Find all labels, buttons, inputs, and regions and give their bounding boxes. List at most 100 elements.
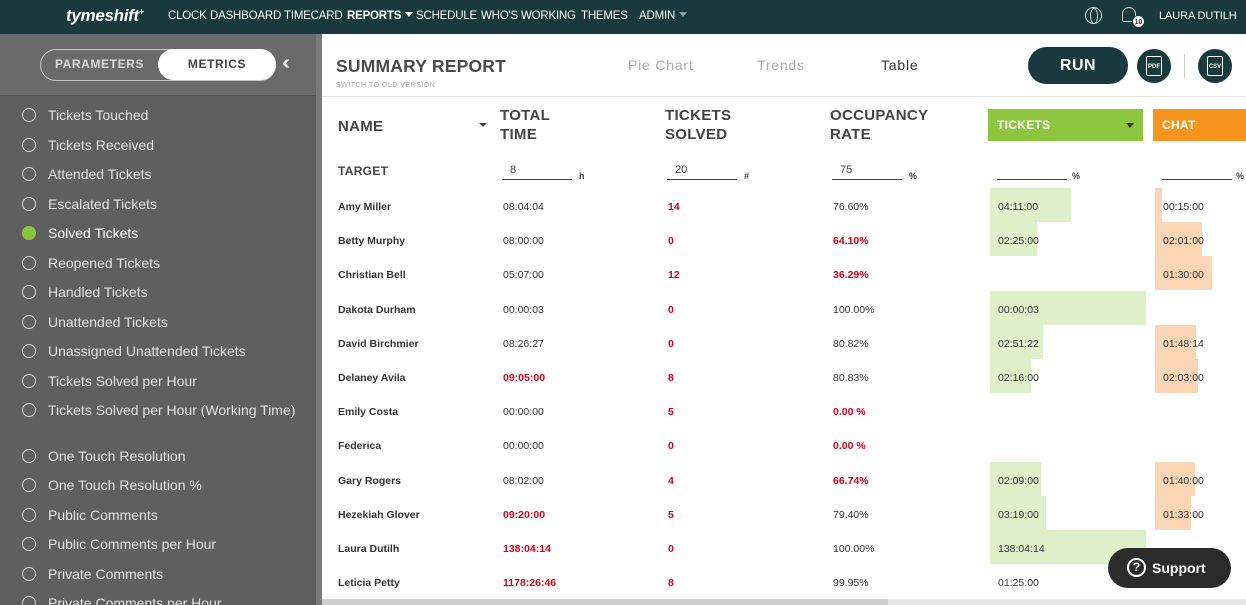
chat-time-value: 02:01:00	[1163, 235, 1204, 247]
top-nav: tymeshift+ CLOCK DASHBOARD TIMECARD REPO…	[0, 0, 1246, 34]
radio-icon[interactable]	[22, 537, 36, 551]
chevron-down-icon	[1126, 123, 1134, 128]
tickets-solved-value: 5	[668, 509, 674, 521]
radio-icon[interactable]	[22, 596, 36, 605]
nav-clock[interactable]: CLOCK	[168, 10, 207, 22]
tickets-solved-value: 0	[668, 235, 674, 247]
column-header-total-time[interactable]: TOTAL TIME	[500, 107, 551, 143]
collapse-sidebar-icon[interactable]: ‹‹‹	[282, 52, 290, 74]
occupancy-value: 64.10%	[833, 235, 869, 247]
radio-icon[interactable]	[22, 256, 36, 270]
metric-label: One Touch Resolution %	[48, 477, 202, 493]
chat-time-bar	[1155, 188, 1162, 222]
radio-icon[interactable]	[22, 108, 36, 122]
tab-metrics[interactable]: METRICS	[158, 49, 276, 80]
tickets-channel-dropdown[interactable]: TICKETS	[988, 109, 1143, 141]
tickets-time-value: 02:09:00	[998, 475, 1039, 487]
column-header-tickets-solved[interactable]: TICKETS SOLVED	[665, 107, 732, 143]
tickets-time-bar	[990, 325, 1043, 359]
globe-icon[interactable]	[1085, 7, 1102, 24]
divider	[1184, 54, 1185, 78]
tickets-time-bar	[990, 496, 1046, 530]
nav-admin[interactable]: ADMIN	[639, 10, 688, 22]
nav-schedule[interactable]: SCHEDULE	[416, 10, 478, 22]
metric-label: Private Comments per Hour	[48, 595, 222, 605]
chevron-down-icon	[405, 12, 414, 17]
radio-icon[interactable]	[22, 508, 36, 522]
target-unit: %	[1236, 171, 1245, 181]
radio-icon[interactable]	[22, 285, 36, 299]
target-chat-channel-input[interactable]	[1162, 164, 1232, 180]
column-header-occupancy-rate[interactable]: OCCUPANCY RATE	[830, 107, 929, 143]
radio-icon[interactable]	[22, 315, 36, 329]
radio-icon[interactable]	[22, 567, 36, 581]
radio-icon[interactable]	[22, 374, 36, 388]
chat-time-value: 00:15:00	[1163, 201, 1204, 213]
agent-name: Delaney Avila	[338, 372, 406, 384]
metric-label: Public Comments	[48, 507, 158, 523]
tab-parameters[interactable]: PARAMETERS	[54, 57, 145, 71]
chat-time-bar	[1155, 256, 1212, 290]
run-button[interactable]: RUN	[1028, 47, 1128, 84]
chat-channel-dropdown[interactable]: CHAT	[1153, 109, 1246, 141]
tab-pie-chart[interactable]: Pie Chart	[628, 57, 694, 73]
occupancy-value: 79.40%	[833, 509, 869, 521]
agent-name: Amy Miller	[338, 201, 392, 213]
tickets-time-value: 00:00:03	[998, 304, 1039, 316]
tab-trends[interactable]: Trends	[757, 57, 805, 73]
nav-timecard[interactable]: TIMECARD	[284, 10, 343, 22]
radio-icon[interactable]	[22, 344, 36, 358]
nav-themes[interactable]: THEMES	[581, 10, 628, 22]
radio-icon[interactable]	[22, 167, 36, 181]
target-tickets-solved-input[interactable]: 20	[667, 164, 737, 180]
tickets-time-value: 01:25:00	[998, 577, 1039, 589]
column-header-name[interactable]: NAME	[338, 118, 384, 135]
occupancy-value: 66.74%	[833, 475, 869, 487]
support-button[interactable]: ? Support	[1108, 548, 1231, 588]
help-icon: ?	[1127, 558, 1146, 577]
occupancy-value: 100.00%	[833, 304, 875, 316]
target-occupancy-input[interactable]: 75	[832, 164, 902, 180]
bell-icon[interactable]	[1122, 7, 1136, 22]
sidebar-header: PARAMETERS METRICS ‹‹‹	[0, 34, 316, 96]
metric-label: One Touch Resolution	[48, 448, 186, 464]
radio-icon[interactable]	[22, 138, 36, 152]
occupancy-value: 100.00%	[833, 543, 875, 555]
total-time-value: 05:07:00	[503, 269, 544, 281]
target-total-time-input[interactable]: 8	[502, 164, 572, 180]
agent-name: David Birchmier	[338, 338, 419, 350]
tickets-solved-value: 12	[668, 269, 680, 281]
user-name[interactable]: LAURA DUTILH	[1159, 10, 1237, 22]
metric-label: Private Comments	[48, 566, 164, 582]
radio-icon[interactable]	[22, 449, 36, 463]
chat-time-value: 01:33:00	[1163, 509, 1204, 521]
sort-caret-icon[interactable]	[479, 123, 487, 127]
metric-label: Public Comments per Hour	[48, 536, 217, 552]
nav-reports[interactable]: REPORTS	[347, 10, 414, 22]
logo[interactable]: tymeshift+	[66, 6, 144, 25]
scrollbar-thumb[interactable]	[322, 599, 888, 605]
agent-name: Betty Murphy	[338, 235, 406, 247]
horizontal-scrollbar[interactable]	[322, 599, 1246, 605]
tickets-solved-value: 0	[668, 338, 674, 350]
tab-table[interactable]: Table	[881, 57, 919, 73]
sidebar-divider[interactable]	[316, 34, 322, 605]
metric-label: Reopened Tickets	[48, 255, 161, 271]
export-csv-button[interactable]: CSV	[1198, 49, 1232, 83]
switch-old-version-link[interactable]: SWITCH TO OLD VERSION	[336, 82, 436, 89]
radio-icon[interactable]	[22, 197, 36, 211]
radio-icon[interactable]	[22, 226, 36, 240]
target-tickets-channel-input[interactable]	[997, 164, 1067, 180]
radio-icon[interactable]	[22, 478, 36, 492]
export-pdf-button[interactable]: PDF	[1137, 49, 1171, 83]
main-panel: SUMMARY REPORT SWITCH TO OLD VERSION Pie…	[322, 34, 1246, 605]
nav-whos-working[interactable]: WHO'S WORKING	[481, 10, 576, 22]
nav-dashboard[interactable]: DASHBOARD	[210, 10, 282, 22]
radio-icon[interactable]	[22, 403, 36, 417]
tickets-time-value: 04:11:00	[998, 201, 1039, 213]
target-label: TARGET	[338, 164, 389, 178]
tickets-time-bar	[990, 188, 1071, 222]
metric-label: Tickets Solved per Hour (Working Time)	[48, 402, 296, 418]
tickets-time-value: 02:16:00	[998, 372, 1039, 384]
target-unit: h	[579, 171, 585, 181]
